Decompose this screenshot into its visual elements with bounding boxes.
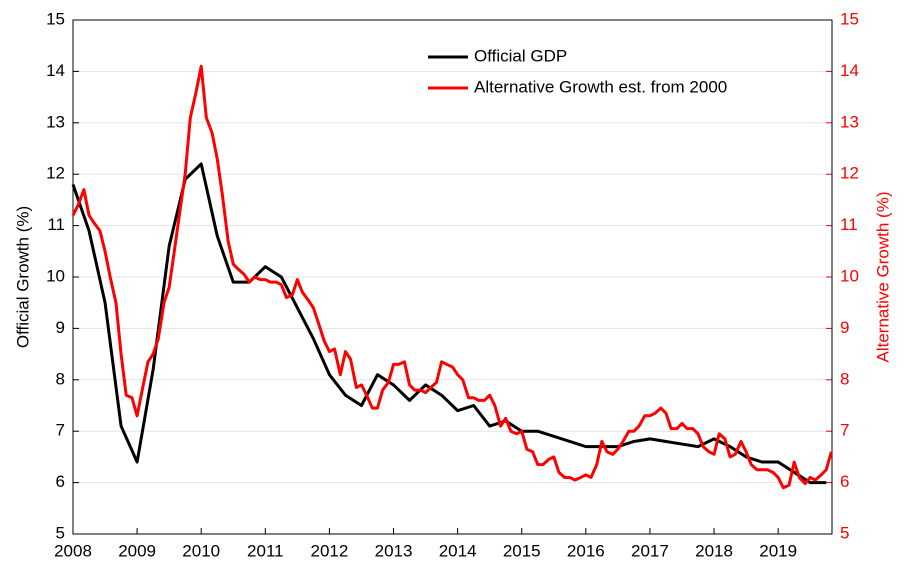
y2-tick-label: 6	[840, 472, 849, 491]
x-tick-label: 2019	[759, 541, 797, 560]
y2-tick-label: 11	[840, 215, 858, 234]
y-tick-label: 10	[46, 266, 65, 285]
y-tick-label: 8	[56, 369, 65, 388]
y2-tick-label: 12	[840, 164, 859, 183]
y2-axis-label: Alternative Growth (%)	[873, 192, 892, 363]
y-tick-label: 14	[46, 61, 65, 80]
x-tick-label: 2011	[247, 541, 284, 560]
y-tick-label: 5	[56, 523, 65, 542]
x-tick-label: 2013	[375, 541, 413, 560]
legend-label: Official GDP	[474, 46, 567, 65]
y-tick-label: 7	[56, 421, 65, 440]
y2-tick-label: 7	[840, 421, 849, 440]
x-tick-label: 2012	[311, 541, 349, 560]
plot-frame	[72, 19, 833, 535]
legend-label: Alternative Growth est. from 2000	[474, 77, 727, 96]
y2-tick-label: 5	[840, 523, 849, 542]
y2-tick-label: 15	[840, 9, 859, 28]
y2-tick-label: 9	[840, 318, 849, 337]
y-tick-label: 9	[56, 318, 65, 337]
y2-tick-label: 14	[840, 61, 859, 80]
x-tick-label: 2015	[503, 541, 541, 560]
x-tick-label: 2018	[695, 541, 733, 560]
y-axis-label: Official Growth (%)	[13, 206, 32, 348]
x-tick-label: 2016	[567, 541, 605, 560]
y2-tick-label: 13	[840, 112, 859, 131]
y-tick-label: 11	[47, 215, 65, 234]
x-tick-label: 2017	[631, 541, 669, 560]
y2-tick-label: 8	[840, 369, 849, 388]
y2-tick-label: 10	[840, 266, 859, 285]
y-tick-label: 12	[46, 164, 65, 183]
x-tick-label: 2014	[439, 541, 477, 560]
y-tick-label: 13	[46, 112, 65, 131]
y-tick-label: 6	[56, 472, 65, 491]
y-tick-label: 15	[46, 9, 65, 28]
x-tick-label: 2009	[118, 541, 156, 560]
series-line	[71, 162, 827, 485]
x-tick-label: 2010	[182, 541, 220, 560]
series-line	[71, 64, 833, 490]
x-tick-label: 2008	[54, 541, 92, 560]
